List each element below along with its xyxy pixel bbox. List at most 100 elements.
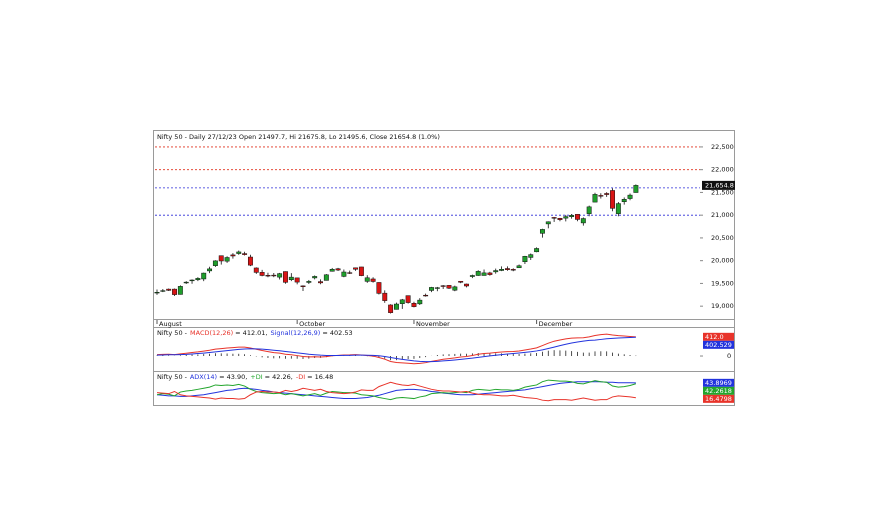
title-prefix: Nifty 50 -: [157, 329, 188, 337]
candle-body: [236, 251, 242, 254]
indicator-line: [156, 336, 636, 363]
candle-body: [382, 292, 388, 301]
y-tick-label: 20,500: [711, 234, 734, 242]
candle-body: [615, 203, 621, 214]
candle-body: [592, 194, 598, 203]
candle-body: [166, 288, 172, 291]
value-marker-label: 43.8969: [705, 379, 732, 387]
candle-body: [247, 256, 253, 266]
legend-value: = 16.48: [307, 373, 333, 381]
candle-body: [347, 272, 353, 274]
legend-entry: ADX(14): [190, 373, 217, 381]
candle-body: [353, 267, 359, 270]
value-marker-label: 16.4798: [705, 395, 732, 403]
candle-body: [259, 272, 265, 276]
candle-body: [534, 248, 540, 253]
candle-body: [207, 268, 213, 272]
candle-body: [563, 216, 569, 219]
candle-body: [364, 277, 370, 282]
candle-body: [569, 215, 575, 217]
candle-body: [160, 290, 166, 292]
candle-body: [417, 299, 423, 305]
candle-body: [516, 265, 522, 269]
candle-body: [265, 275, 271, 277]
candle-body: [504, 268, 510, 270]
candle-body: [586, 206, 592, 214]
candle-body: [604, 193, 610, 195]
y-tick-label: 21,000: [711, 211, 734, 219]
candle-body: [288, 276, 294, 280]
candle-body: [621, 199, 627, 203]
last-price-label: 21,654.8: [705, 181, 734, 189]
candle-body: [189, 279, 195, 282]
candle-body: [528, 254, 534, 258]
candle-body: [230, 254, 236, 257]
candle-body: [283, 271, 288, 283]
candle-body: [335, 268, 341, 271]
legend-entry: +DI: [250, 373, 262, 381]
candle-body: [539, 229, 545, 234]
candle-body: [522, 256, 528, 263]
indicator-line: [156, 379, 637, 401]
legend-value: = 412.01,: [235, 329, 267, 337]
y-tick-label: 0: [727, 352, 731, 360]
legend-value: = 43.90,: [219, 373, 247, 381]
y-tick-label: 19,500: [711, 279, 734, 287]
candle-body: [306, 281, 312, 283]
candle-body: [446, 285, 452, 289]
candle-body: [405, 295, 411, 303]
candle-body: [475, 271, 481, 276]
candle-body: [370, 278, 376, 282]
candle-body: [440, 285, 446, 287]
legend-entry: MACD(12,26): [190, 329, 233, 337]
y-tick-label: 21,500: [711, 188, 734, 196]
candle-body: [434, 287, 440, 289]
candle-body: [376, 282, 382, 294]
candle-body: [464, 283, 469, 287]
value-marker-label: 42.2618: [705, 387, 732, 395]
candle-body: [545, 221, 551, 225]
candle-body: [551, 217, 557, 219]
candle-body: [411, 303, 417, 307]
candle-body: [312, 276, 318, 279]
candle-body: [575, 214, 580, 220]
candle-body: [452, 286, 458, 291]
candle-body: [329, 269, 335, 272]
candle-body: [429, 287, 434, 291]
y-tick-label: 19,000: [711, 302, 734, 310]
candle-body: [487, 272, 493, 275]
candle-body: [177, 286, 183, 295]
candle-body: [154, 291, 160, 294]
value-marker: [703, 332, 734, 341]
value-marker: [703, 394, 734, 403]
candle-body: [172, 288, 177, 295]
candle-body: [580, 218, 586, 224]
candle-body: [195, 278, 201, 281]
candle-body: [493, 270, 499, 273]
candle-body: [469, 275, 475, 277]
candle-body: [388, 304, 394, 313]
candle-body: [183, 281, 189, 284]
legend-entry: -DI: [296, 373, 305, 381]
candle-body: [294, 277, 300, 283]
candle-body: [610, 190, 615, 209]
value-marker-label: 402.529: [705, 341, 732, 349]
chart-title: Nifty 50 - Daily 27/12/23 Open 21497.7, …: [157, 133, 440, 141]
candle-body: [224, 257, 230, 262]
legend-entry: Signal(12,26,9): [271, 329, 321, 337]
candle-body: [242, 253, 248, 255]
candle-body: [323, 274, 329, 281]
legend-value: = 402.53: [322, 329, 352, 337]
value-marker-label: 412.0: [705, 333, 724, 341]
candle-body: [218, 255, 224, 262]
indicator-line: [156, 333, 636, 365]
y-tick-label: 20,000: [711, 257, 734, 265]
panel-title: Nifty 50 - ADX(14) = 43.90, +DI = 42.26, -DI =…: [157, 373, 333, 381]
candle-body: [253, 267, 259, 273]
candle-body: [201, 272, 207, 280]
legend-value: = 42.26,: [265, 373, 293, 381]
y-tick-label: 22,000: [711, 166, 734, 174]
y-tick-label: 22,500: [711, 143, 734, 151]
x-tick-label: November: [416, 320, 450, 328]
